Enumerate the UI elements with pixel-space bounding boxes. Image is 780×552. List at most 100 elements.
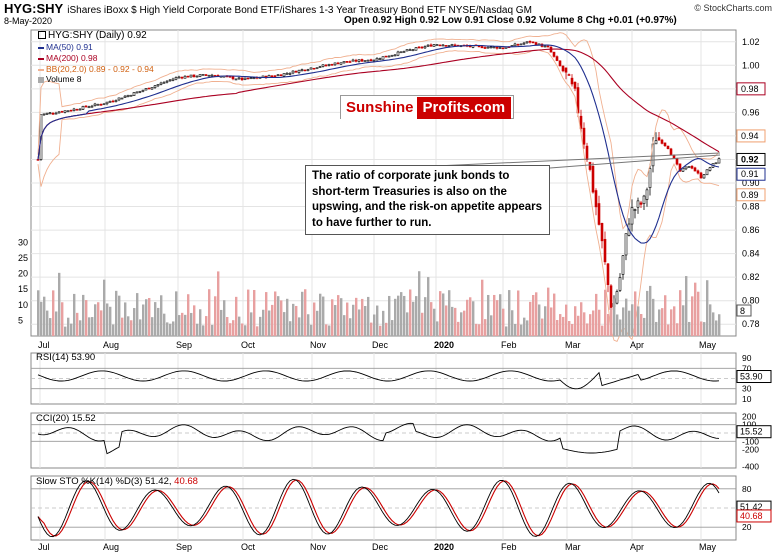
volume-tick-label: 30 xyxy=(18,237,28,247)
volume-bar xyxy=(445,305,448,336)
volume-bar xyxy=(328,325,331,336)
volume-bar xyxy=(388,295,391,336)
candle-body xyxy=(75,109,79,111)
volume-bar xyxy=(415,296,418,336)
rsi-tag: 53.90 xyxy=(740,372,763,382)
volume-bar xyxy=(61,302,64,336)
volume-bar xyxy=(43,296,46,336)
volume-bar xyxy=(460,312,463,336)
candle-body xyxy=(531,41,535,44)
volume-bar xyxy=(604,289,607,336)
volume-bar xyxy=(691,296,694,336)
candle-body xyxy=(162,82,166,84)
candle-body xyxy=(705,169,709,176)
candle-body xyxy=(138,90,142,93)
candle-body xyxy=(660,139,664,144)
volume-bar xyxy=(538,304,541,336)
volume-bar xyxy=(139,319,142,336)
candle-body xyxy=(111,100,115,103)
volume-bar xyxy=(709,304,712,336)
volume-bar xyxy=(598,309,601,336)
volume-bar xyxy=(319,293,322,336)
candle-body xyxy=(669,148,673,156)
volume-bar xyxy=(430,302,433,336)
volume-bar xyxy=(115,290,118,336)
candle-body xyxy=(153,85,157,88)
candle-body xyxy=(126,94,130,97)
volume-bar xyxy=(37,290,40,336)
volume-bar xyxy=(433,308,436,336)
candle-body xyxy=(678,163,682,172)
chart-header-ohlc: Open 0.92 High 0.92 Low 0.91 Close 0.92 … xyxy=(344,15,677,26)
volume-bar xyxy=(205,316,208,336)
volume-bar xyxy=(67,317,70,336)
candle-body xyxy=(207,74,211,77)
volume-bar xyxy=(718,314,721,336)
y-tick-label: 0.90 xyxy=(742,178,760,188)
volume-bar xyxy=(334,305,337,336)
candle-body xyxy=(606,263,610,285)
x-tick-label-bottom-sep: Sep xyxy=(176,542,192,552)
price-tag-box xyxy=(736,129,766,143)
volume-bar xyxy=(625,298,628,336)
volume-bar xyxy=(124,302,127,336)
cci-tick-label: -200 xyxy=(742,445,759,455)
candle-body xyxy=(423,46,427,49)
volume-bar xyxy=(466,299,469,336)
candle-body xyxy=(291,70,295,74)
candle-body xyxy=(339,62,343,65)
candle-body xyxy=(228,76,232,78)
volume-bar xyxy=(628,310,631,336)
volume-bar xyxy=(595,293,598,336)
volume-bar xyxy=(376,305,379,336)
volume-bar xyxy=(211,324,214,336)
x-tick-label-2020: 2020 xyxy=(434,340,454,350)
candle-body xyxy=(336,62,340,65)
candle-body xyxy=(435,44,439,46)
volume-bar xyxy=(142,304,145,336)
chart-header-description: iShares iBoxx $ High Yield Corporate Bon… xyxy=(67,5,532,16)
x-tick-label-bottom-dec: Dec xyxy=(372,542,389,552)
candle-body xyxy=(438,44,442,47)
volume-bar xyxy=(58,272,61,336)
volume-tick-label: 25 xyxy=(18,253,28,263)
volume-bar xyxy=(202,325,205,336)
x-tick-label-mar: Mar xyxy=(565,340,581,350)
x-tick-label-bottom-apr: Apr xyxy=(630,542,644,552)
volume-bar xyxy=(502,308,505,336)
volume-bar xyxy=(121,317,124,336)
volume-bar xyxy=(40,301,43,336)
volume-bar xyxy=(550,307,553,336)
candle-body xyxy=(120,97,124,100)
volume-bar xyxy=(64,326,67,336)
candle-body xyxy=(270,75,274,78)
candle-body xyxy=(405,49,409,52)
volume-bar xyxy=(667,324,670,336)
candle-body xyxy=(636,200,640,208)
volume-bar xyxy=(214,296,217,336)
candle-body xyxy=(60,111,64,113)
candle-body xyxy=(384,55,388,58)
x-tick-label-bottom-feb: Feb xyxy=(501,542,517,552)
candle-body xyxy=(534,42,538,46)
x-tick-label-bottom-mar: Mar xyxy=(565,542,581,552)
sto-d-tag: 40.68 xyxy=(740,511,763,521)
candle-body xyxy=(246,77,250,80)
volume-bar xyxy=(463,310,466,336)
volume-bar xyxy=(277,296,280,336)
x-tick-label-bottom-nov: Nov xyxy=(310,542,327,552)
candle-body xyxy=(396,51,400,56)
volume-bar xyxy=(565,304,568,336)
candle-body xyxy=(180,76,184,79)
volume-bar xyxy=(397,295,400,336)
volume-bar xyxy=(643,317,646,336)
volume-bar xyxy=(301,291,304,336)
volume-tag: 8 xyxy=(740,306,745,316)
candle-body xyxy=(609,285,613,310)
candle-body xyxy=(432,44,436,47)
volume-bar xyxy=(541,318,544,336)
candle-body xyxy=(369,59,373,62)
volume-bar xyxy=(424,297,427,336)
volume-bar xyxy=(385,322,388,336)
